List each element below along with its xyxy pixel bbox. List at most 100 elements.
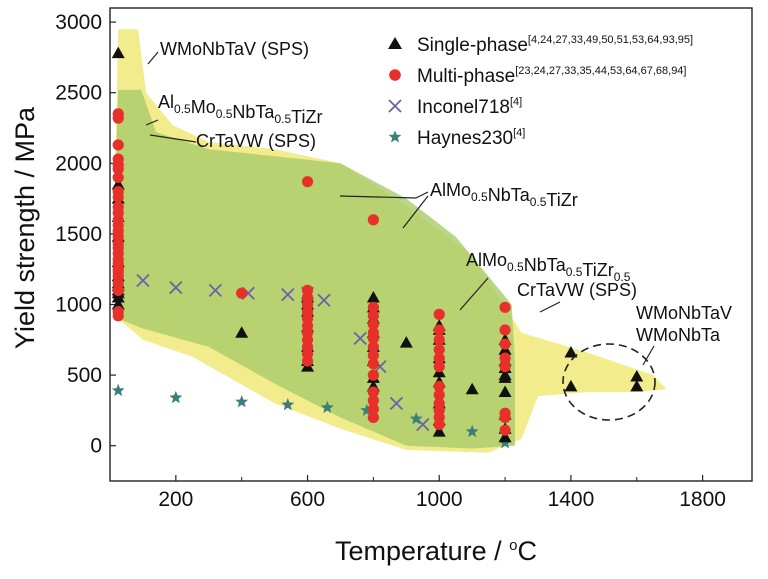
haynes230-point [281,398,295,411]
legend-item-inconel: Inconel718[4] [388,96,522,118]
legend-label: Inconel718[4] [417,96,522,118]
annotation-wmonbtav-sps: WMoNbTaV (SPS) [160,39,309,59]
multi-phase-point [367,369,379,381]
multi-phase-point [367,301,379,313]
x-tick-label: 600 [290,488,325,511]
annotation-leader [642,345,655,366]
multi-phase-point [433,418,445,431]
annotation-wmonbtav: WMoNbTaV [636,303,732,323]
legend-label: Single-phase[4,24,27,33,49,50,51,53,64,9… [417,34,693,56]
multi-phase-point [433,352,445,364]
tick-labels: 0 500 1000 1500 2000 2500 3000 200 600 1000 1400 18… [55,11,726,511]
region-green [114,89,516,449]
legend-marker [389,69,401,81]
multi-phase-point [433,324,445,336]
legend-label: Multi-phase[23,24,27,33,35,44,53,64,67,6… [417,65,686,87]
legend-marker [388,99,402,113]
multi-phase-point [499,324,511,336]
single-phase-point [630,379,644,392]
annotation-almo05nbta05tizr: AlMo0.5NbTa0.5TiZr [430,180,578,210]
multi-phase-point [112,171,124,184]
y-tick-label: 1000 [55,294,102,317]
annotation-leader [339,195,417,199]
x-axis-label: Temperature / oC [335,536,537,566]
single-phase-point [111,46,125,59]
multi-phase-point [499,424,511,436]
y-tick-label: 2000 [55,152,102,175]
haynes230-point [409,412,423,425]
multi-phase-point [367,349,379,361]
multi-phase-point [112,112,124,124]
multi-phase-point [112,139,124,151]
annotation-al05mo05nbta05tizr: Al0.5Mo0.5NbTa0.5TiZr [158,92,322,127]
multi-phase-point [433,334,445,346]
single-phase-point [432,425,446,437]
multi-phase-point [301,355,314,367]
plot-frame [109,7,753,482]
legend-marker [388,37,402,49]
single-phase-point [111,290,125,303]
haynes230-point [235,395,249,408]
multi-phase-point [499,411,511,424]
multi-phase-point [112,310,124,322]
annotation-leader [149,134,197,143]
legend-item-multi: Multi-phase[23,24,27,33,35,44,53,64,67,6… [389,65,686,87]
annotation-leader [402,195,429,229]
alloy-regions [114,29,667,453]
single-phase-point [399,336,413,348]
multi-phase-point [433,380,445,392]
multi-phase-point [112,284,124,296]
annotations: WMoNbTaV (SPS) Al0.5Mo0.5NbTa0.5TiZr CrTaV… [145,39,732,421]
multi-phase-point [367,310,379,322]
multi-phase-point [499,361,511,373]
annotation-wmonbta: WMoNbTa [636,325,721,345]
multi-phase-point [367,403,379,415]
multi-phase-point [112,191,124,203]
multi-phase-point [367,332,379,344]
inconel718-point [353,331,367,346]
annotation-leader [539,301,561,313]
multi-phase-point [367,358,379,370]
annotation-crtavw-sps-right: CrTaVW (SPS) [517,280,637,300]
inconel718-point [169,280,183,295]
legend-label: Haynes230[4] [417,127,525,149]
single-phase-point [111,298,125,310]
single-phase-point [498,385,512,398]
annotation-leader [145,119,159,126]
inconel718-point [136,273,150,288]
annotation-leader [415,191,429,199]
x-tick-label: 1000 [416,488,463,511]
multi-phase-point [433,389,445,401]
highlight-ellipse [562,343,656,421]
x-tick-label: 200 [158,488,193,511]
haynes230-point [498,436,512,449]
legend: Single-phase[4,24,27,33,49,50,51,53,64,9… [388,34,693,149]
haynes230-point [465,424,479,438]
y-tick-label: 1500 [55,223,102,246]
legend-item-single: Single-phase[4,24,27,33,49,50,51,53,64,9… [388,34,693,56]
multi-phase-point [433,344,445,356]
inconel718-point [389,396,404,410]
data-points [111,46,644,449]
multi-phase-point [433,361,445,373]
legend-item-haynes: Haynes230[4] [388,127,525,149]
single-phase-point [564,346,578,358]
multi-phase-point [367,341,379,353]
haynes230-point [111,383,125,397]
annotation-leader [459,277,489,311]
single-phase-point [366,290,380,303]
multi-phase-point [236,287,248,299]
y-tick-label: 0 [90,435,102,458]
multi-phase-point [112,163,124,175]
haynes230-point [360,403,374,416]
multi-phase-point [367,411,379,424]
y-tick-label: 2500 [55,82,102,105]
annotation-crtavw-sps-top: CrTaVW (SPS) [196,131,316,151]
multi-phase-point [367,394,379,407]
y-axis-label: Yield strength / MPa [10,106,40,349]
haynes230-point [320,400,334,414]
multi-phase-point [499,301,511,313]
multi-phase-point [433,308,445,320]
single-phase-point [235,326,249,338]
